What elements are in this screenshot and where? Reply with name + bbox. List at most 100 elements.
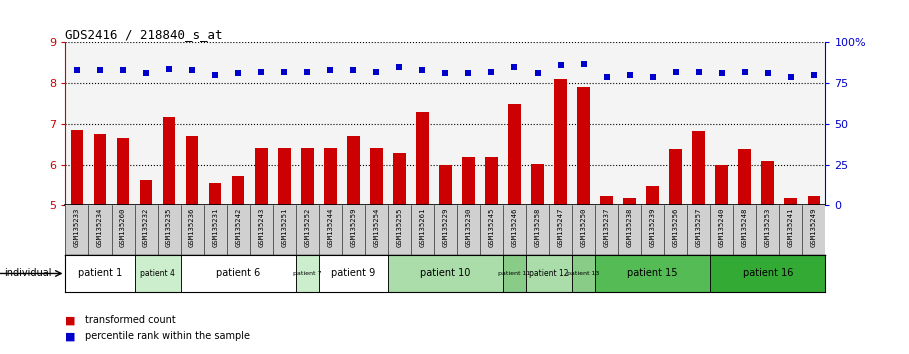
Bar	[301, 148, 314, 205]
Text: GSM135230: GSM135230	[465, 208, 472, 247]
Text: GSM135240: GSM135240	[719, 208, 724, 247]
Text: GSM135258: GSM135258	[534, 208, 541, 247]
Text: GSM135239: GSM135239	[650, 208, 655, 247]
Bar	[624, 198, 636, 205]
Text: patient 15: patient 15	[627, 268, 678, 279]
Text: ■: ■	[65, 331, 76, 341]
Bar	[370, 148, 383, 205]
Text: GSM135244: GSM135244	[327, 208, 334, 247]
Text: GSM135229: GSM135229	[443, 208, 448, 247]
Text: GSM135243: GSM135243	[258, 208, 265, 247]
Text: patient 9: patient 9	[331, 268, 375, 279]
Text: GSM135249: GSM135249	[811, 208, 817, 247]
Point	[300, 69, 315, 75]
Bar	[319, 255, 388, 292]
Point	[692, 69, 706, 75]
Point	[554, 62, 568, 68]
Point	[530, 70, 544, 76]
Bar	[388, 255, 503, 292]
Bar	[600, 196, 613, 205]
Text: patient 11: patient 11	[498, 271, 531, 276]
Bar	[807, 196, 820, 205]
Bar	[715, 165, 728, 205]
Bar	[710, 255, 825, 292]
Bar	[278, 148, 291, 205]
Point	[507, 64, 522, 70]
Text: GSM135252: GSM135252	[305, 208, 310, 247]
Point	[162, 66, 176, 72]
Text: patient 16: patient 16	[743, 268, 793, 279]
Text: patient 6: patient 6	[216, 268, 260, 279]
Bar	[595, 255, 710, 292]
Bar	[485, 157, 498, 205]
Point	[70, 67, 85, 73]
Bar	[784, 198, 797, 205]
Text: patient 1: patient 1	[78, 268, 122, 279]
Bar	[531, 164, 544, 205]
Text: transformed count: transformed count	[85, 315, 176, 325]
Text: patient 12: patient 12	[529, 269, 569, 278]
Text: patient 4: patient 4	[140, 269, 175, 278]
Bar	[554, 79, 567, 205]
Bar	[65, 255, 135, 292]
Bar	[185, 136, 198, 205]
Bar	[140, 180, 153, 205]
Text: GSM135248: GSM135248	[742, 208, 748, 247]
Point	[461, 70, 475, 76]
Bar	[526, 255, 572, 292]
Point	[93, 67, 107, 73]
Point	[231, 70, 245, 76]
Text: individual: individual	[5, 268, 52, 279]
Text: GSM135259: GSM135259	[350, 208, 356, 247]
Point	[115, 67, 130, 73]
Bar	[347, 136, 360, 205]
Text: GSM135261: GSM135261	[419, 208, 425, 247]
Text: GSM135250: GSM135250	[581, 208, 586, 247]
Text: GSM135251: GSM135251	[281, 208, 287, 247]
Bar	[163, 116, 175, 205]
Bar	[577, 87, 590, 205]
Point	[599, 74, 614, 80]
Bar	[232, 176, 245, 205]
Point	[484, 69, 499, 75]
Bar	[135, 255, 181, 292]
Point	[369, 69, 384, 75]
Text: GSM135254: GSM135254	[374, 208, 379, 247]
Point	[714, 70, 729, 76]
Text: GSM135241: GSM135241	[788, 208, 794, 247]
Text: GSM135235: GSM135235	[166, 208, 172, 247]
Text: GSM135236: GSM135236	[189, 208, 195, 247]
Point	[576, 61, 591, 67]
Point	[346, 67, 361, 73]
Point	[737, 69, 752, 75]
Text: GSM135238: GSM135238	[626, 208, 633, 247]
Text: GSM135255: GSM135255	[396, 208, 403, 247]
Text: GSM135234: GSM135234	[97, 208, 103, 247]
Text: ■: ■	[65, 315, 76, 325]
Point	[761, 70, 775, 76]
Point	[208, 72, 223, 78]
Text: GSM135232: GSM135232	[143, 208, 149, 247]
Text: GSM135237: GSM135237	[604, 208, 610, 247]
Point	[438, 70, 453, 76]
Point	[139, 70, 154, 76]
Point	[668, 69, 683, 75]
Point	[277, 69, 292, 75]
Point	[392, 64, 406, 70]
Bar	[572, 255, 595, 292]
Bar	[94, 134, 106, 205]
Point	[185, 67, 199, 73]
Point	[323, 67, 337, 73]
Point	[784, 74, 798, 80]
Bar	[324, 148, 336, 205]
Bar	[738, 149, 751, 205]
Text: GSM135233: GSM135233	[74, 208, 80, 247]
Bar	[71, 130, 84, 205]
Text: GSM135246: GSM135246	[512, 208, 517, 247]
Bar	[295, 255, 319, 292]
Text: patient 10: patient 10	[420, 268, 471, 279]
Text: patient 7: patient 7	[293, 271, 322, 276]
Text: GSM135247: GSM135247	[557, 208, 564, 247]
Bar	[416, 112, 429, 205]
Text: GSM135242: GSM135242	[235, 208, 241, 247]
